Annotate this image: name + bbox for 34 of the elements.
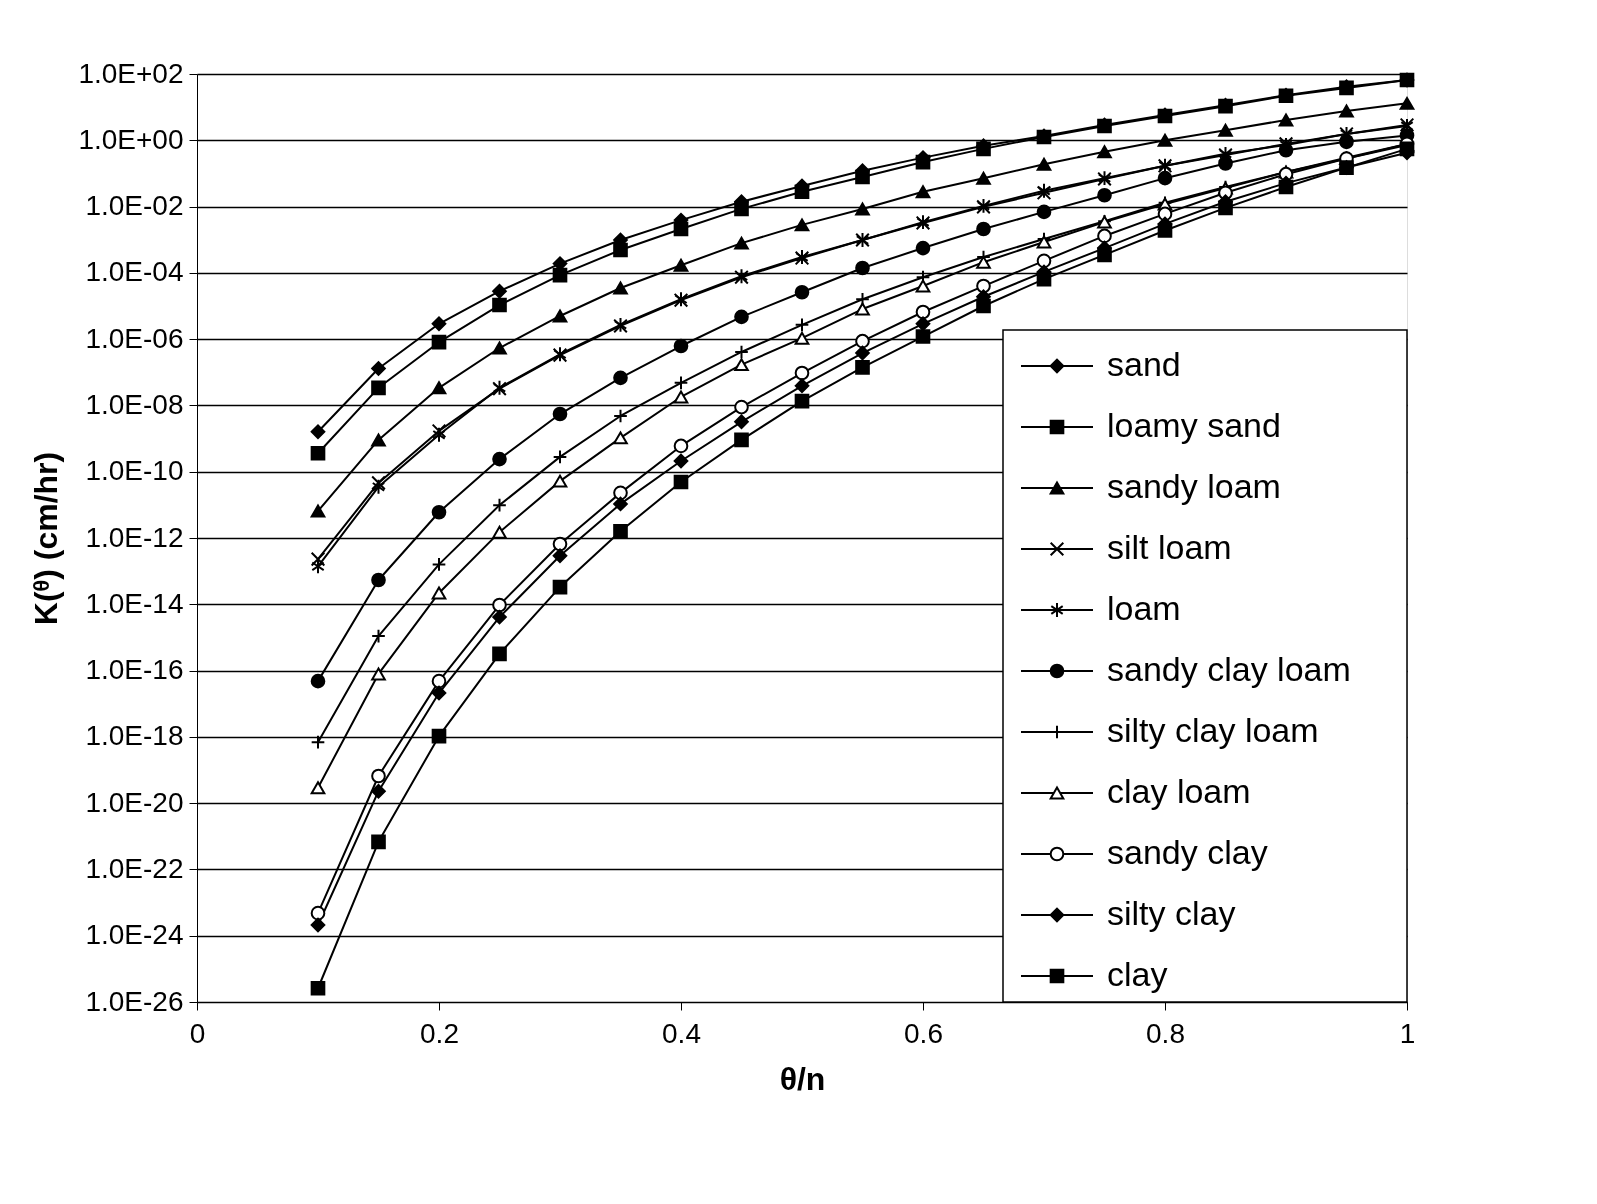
y-tick-label: 1.0E-12 xyxy=(85,521,184,553)
legend-label: sand xyxy=(1107,345,1181,383)
y-tick-label: 1.0E-22 xyxy=(85,852,184,884)
x-tick-label: 0.6 xyxy=(904,1017,943,1049)
y-tick-label: 1.0E-08 xyxy=(85,388,184,420)
y-tick-label: 1.0E-10 xyxy=(85,455,184,487)
y-tick-label: 1.0E-16 xyxy=(85,654,184,686)
y-tick-label: 1.0E-06 xyxy=(85,322,184,354)
y-tick-label: 1.0E+02 xyxy=(78,57,184,89)
y-tick-label: 1.0E-04 xyxy=(85,256,184,288)
legend-label: loamy sand xyxy=(1107,406,1281,444)
y-tick-label: 1.0E-20 xyxy=(85,786,184,818)
legend-label: silty clay xyxy=(1107,894,1236,932)
x-tick-label: 1 xyxy=(1399,1017,1416,1049)
y-tick-label: 1.0E-14 xyxy=(85,587,184,619)
y-tick-label: 1.0E-24 xyxy=(85,919,184,951)
y-tick-label: 1.0E-02 xyxy=(85,190,184,222)
legend-label: sandy clay loam xyxy=(1107,650,1351,688)
legend-label: silt loam xyxy=(1107,528,1232,566)
x-axis-title: θ/n xyxy=(779,1060,826,1097)
x-tick-label: 0.2 xyxy=(420,1017,459,1049)
x-tick-label: 0 xyxy=(189,1017,206,1049)
legend-label: clay xyxy=(1107,955,1168,993)
y-tick-label: 1.0E-18 xyxy=(85,720,184,752)
y-tick-label: 1.0E+00 xyxy=(78,123,184,155)
y-axis-title: K(ᶿ) (cm/hr) xyxy=(28,451,65,626)
x-tick-label: 0.8 xyxy=(1146,1017,1185,1049)
legend-label: loam xyxy=(1107,589,1181,627)
legend-label: clay loam xyxy=(1107,772,1251,810)
legend-label: silty clay loam xyxy=(1107,711,1319,749)
legend-label: sandy loam xyxy=(1107,467,1281,505)
x-tick-label: 0.4 xyxy=(662,1017,701,1049)
legend-label: sandy clay xyxy=(1107,833,1268,871)
y-tick-label: 1.0E-26 xyxy=(85,985,184,1017)
